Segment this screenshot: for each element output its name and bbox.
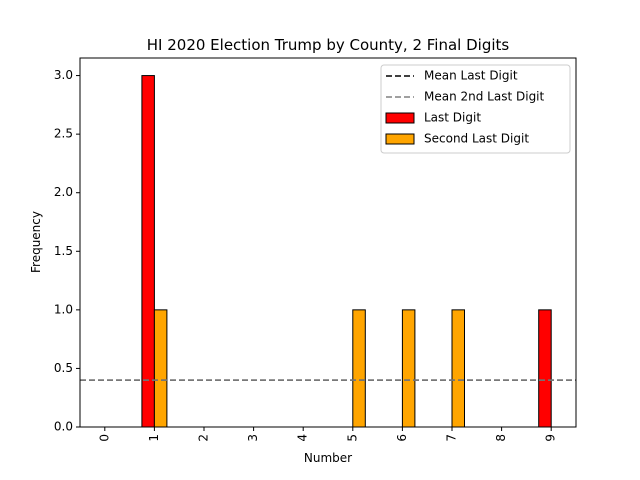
x-axis-label: Number	[304, 451, 352, 465]
x-tick-label-8: 8	[494, 434, 508, 442]
y-axis-label: Frequency	[29, 211, 43, 273]
legend-label-last-digit: Last Digit	[424, 111, 481, 125]
y-tick-label-0.0: 0.0	[54, 420, 73, 434]
plot-area: 0 1 2 3 4 5 6 7 8 9 0.0 0.5 1.0 1.5 2.0 2.5 3.0	[54, 57, 577, 442]
legend-label-second-last-digit: Second Last Digit	[424, 132, 529, 146]
legend-box	[380, 64, 571, 154]
x-tick-label-5: 5	[345, 434, 359, 442]
x-tick-label-4: 4	[296, 434, 310, 442]
x-tick-label-0: 0	[97, 434, 111, 442]
y-tick-label-2.0: 2.0	[54, 185, 73, 199]
y-tick-label-1.5: 1.5	[54, 244, 73, 258]
x-tick-label-9: 9	[544, 434, 558, 442]
y-tick-label-0.5: 0.5	[54, 361, 73, 375]
bar-second-last-digit-7	[451, 309, 465, 428]
chart-title: HI 2020 Election Trump by County, 2 Fina…	[147, 36, 510, 54]
y-tick-label-1.0: 1.0	[54, 302, 73, 316]
x-tick-label-2: 2	[197, 434, 211, 442]
bar-second-last-digit-6	[401, 309, 416, 428]
y-tick-label-2.5: 2.5	[54, 127, 73, 141]
axes-frame	[79, 57, 577, 428]
bar-last-digit-9	[538, 309, 552, 428]
legend-swatch-second-last-digit	[385, 133, 415, 145]
legend-label-mean-second-last-digit: Mean 2nd Last Digit	[424, 90, 545, 104]
bar-last-digit-1	[141, 75, 155, 428]
bar-second-last-digit-5	[352, 309, 366, 428]
bar-second-last-digit-1	[153, 309, 168, 428]
x-tick-label-3: 3	[246, 434, 260, 442]
x-tick-label-6: 6	[395, 434, 409, 442]
legend-swatch-last-digit	[385, 112, 415, 124]
x-tick-label-7: 7	[445, 434, 459, 442]
legend: Mean Last Digit Mean 2nd Last Digit Last D…	[380, 64, 571, 154]
legend-label-mean-last-digit: Mean Last Digit	[424, 69, 518, 83]
y-tick-label-3.0: 3.0	[54, 68, 73, 82]
x-tick-label-1: 1	[147, 434, 161, 442]
